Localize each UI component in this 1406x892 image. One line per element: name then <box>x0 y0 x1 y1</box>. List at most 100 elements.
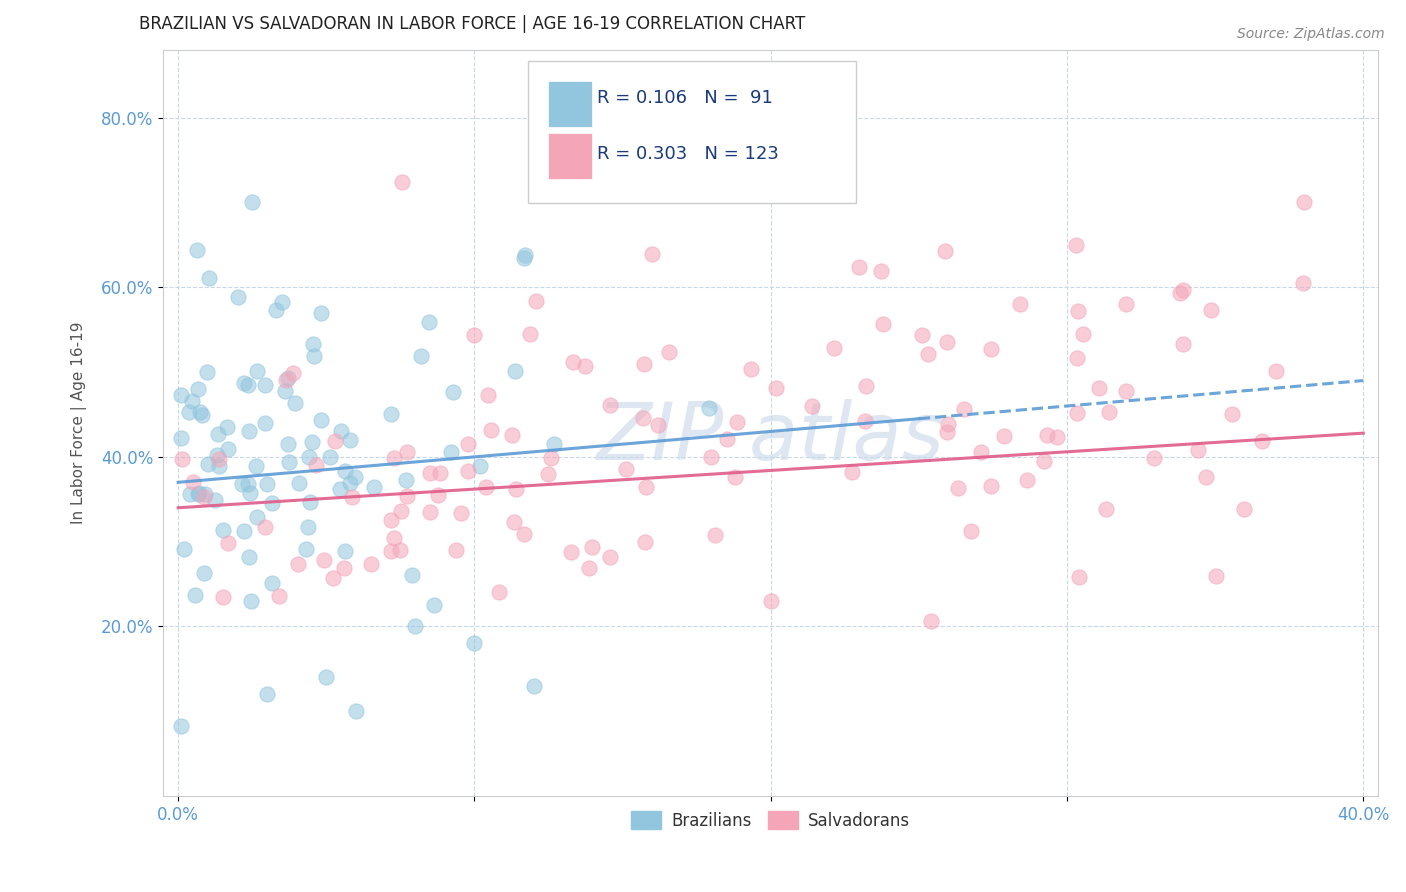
Point <box>396 445 419 459</box>
Point <box>339 433 361 447</box>
Point <box>441 384 464 399</box>
Point <box>633 411 655 425</box>
Point <box>236 377 259 392</box>
FancyBboxPatch shape <box>548 134 592 179</box>
Point <box>1292 195 1315 210</box>
Point <box>740 361 762 376</box>
Point <box>254 416 277 430</box>
Point <box>311 413 333 427</box>
Point <box>380 408 402 422</box>
Point <box>211 590 233 604</box>
Point <box>187 486 209 500</box>
Point <box>181 394 204 409</box>
Point <box>634 535 657 549</box>
Point <box>870 264 893 278</box>
Point <box>226 290 249 304</box>
Point <box>232 376 254 391</box>
Point <box>208 458 231 473</box>
Point <box>505 364 527 378</box>
Point <box>946 482 969 496</box>
Point <box>1251 434 1274 448</box>
Point <box>187 383 209 397</box>
Point <box>524 293 547 308</box>
Point <box>647 418 669 433</box>
Point <box>204 492 226 507</box>
Point <box>1094 502 1116 516</box>
Point <box>429 467 451 481</box>
Point <box>703 527 725 541</box>
Point <box>363 480 385 494</box>
Point <box>855 379 877 393</box>
Point <box>217 536 239 550</box>
Point <box>418 315 440 329</box>
Point <box>246 510 269 524</box>
Point <box>329 482 352 496</box>
Point <box>724 470 747 484</box>
Point <box>953 401 976 416</box>
Point <box>599 550 621 565</box>
Point <box>191 409 214 423</box>
Point <box>245 459 267 474</box>
Point <box>302 349 325 363</box>
Point <box>391 176 413 190</box>
Point <box>217 442 239 456</box>
Point <box>295 541 318 556</box>
Point <box>936 334 959 349</box>
Point <box>1010 297 1032 311</box>
Point <box>188 486 211 500</box>
Point <box>543 436 565 450</box>
Point <box>253 520 276 534</box>
Point <box>256 476 278 491</box>
Point <box>1201 302 1223 317</box>
Point <box>560 545 582 559</box>
Point <box>474 480 496 494</box>
Point <box>198 271 221 285</box>
Point <box>287 557 309 571</box>
Point <box>333 560 356 574</box>
Point <box>800 399 823 413</box>
Point <box>853 414 876 428</box>
Point <box>278 455 301 469</box>
Point <box>239 486 262 500</box>
Point <box>633 357 655 371</box>
Point <box>173 542 195 557</box>
Point <box>267 589 290 603</box>
Point <box>404 619 426 633</box>
Point <box>195 365 218 379</box>
Point <box>217 419 239 434</box>
Point <box>297 520 319 534</box>
Point <box>1067 304 1090 318</box>
Point <box>1064 238 1087 252</box>
Point <box>658 345 681 359</box>
Point <box>463 328 485 343</box>
Point <box>212 523 235 537</box>
Point <box>360 557 382 571</box>
Point <box>519 327 541 342</box>
Point <box>1046 430 1069 444</box>
Point <box>1066 406 1088 420</box>
Point <box>841 465 863 479</box>
Point <box>302 337 325 351</box>
Point <box>1098 405 1121 419</box>
Point <box>231 476 253 491</box>
Point <box>1115 297 1137 311</box>
Point <box>274 384 297 398</box>
Point <box>1142 450 1164 465</box>
Point <box>207 448 229 462</box>
Point <box>1195 469 1218 483</box>
Point <box>823 342 845 356</box>
Point <box>240 195 263 210</box>
Point <box>409 349 432 363</box>
Point <box>262 496 284 510</box>
Point <box>1220 407 1243 421</box>
Point <box>388 543 411 558</box>
Point <box>574 359 596 374</box>
Point <box>380 513 402 527</box>
Point <box>440 444 463 458</box>
Point <box>1265 363 1288 377</box>
Point <box>423 598 446 612</box>
Point <box>193 490 215 504</box>
Point <box>181 475 204 490</box>
Point <box>457 464 479 478</box>
Point <box>716 432 738 446</box>
